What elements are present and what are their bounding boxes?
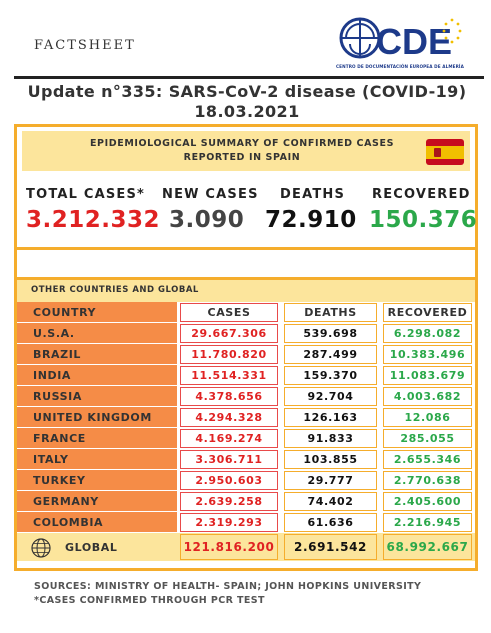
spain-stats: TOTAL CASES* NEW CASES DEATHS RECOVERED … <box>17 181 478 241</box>
recovered-value: 6.298.082 <box>383 324 472 343</box>
deaths-label: DEATHS <box>280 187 346 202</box>
cases-value: 11.780.820 <box>180 345 278 364</box>
spain-flag-icon <box>426 139 464 165</box>
other-countries-heading: OTHER COUNTRIES AND GLOBAL <box>17 280 475 302</box>
country-name: U.S.A. <box>17 323 177 344</box>
cases-value: 3.306.711 <box>180 450 278 469</box>
cases-value: 29.667.306 <box>180 324 278 343</box>
country-name: FRANCE <box>17 428 177 449</box>
deaths-value: 539.698 <box>284 324 377 343</box>
spain-summary-heading: EPIDEMIOLOGICAL SUMMARY OF CONFIRMED CAS… <box>22 131 470 171</box>
logo-subtitle: CENTRO DE DOCUMENTACIÓN EUROPEA DE ALMER… <box>336 64 464 69</box>
table-row: COLOMBIA 2.319.293 61.636 2.216.945 <box>17 512 475 533</box>
global-label: GLOBAL <box>65 540 118 554</box>
column-header-deaths: DEATHS <box>284 303 377 322</box>
recovered-value: 2.770.638 <box>383 471 472 490</box>
total-cases-value: 3.212.332 <box>26 207 160 233</box>
column-header-country: COUNTRY <box>17 302 177 323</box>
column-header-cases: CASES <box>180 303 278 322</box>
table-row: BRAZIL 11.780.820 287.499 10.383.496 <box>17 344 475 365</box>
deaths-value: 74.402 <box>284 492 377 511</box>
cde-logo-icon: CDE CENTRO DE DOCUMENTACIÓN EUROPEA DE A… <box>336 12 466 76</box>
spain-heading-line2: REPORTED IN SPAIN <box>183 152 301 163</box>
global-row: GLOBAL 121.816.200 2.691.542 68.992.667 <box>17 533 475 561</box>
spain-heading-line1: EPIDEMIOLOGICAL SUMMARY OF CONFIRMED CAS… <box>89 138 395 149</box>
cases-value: 4.169.274 <box>180 429 278 448</box>
country-name: UNITED KINGDOM <box>17 407 177 428</box>
table-row: GERMANY 2.639.258 74.402 2.405.600 <box>17 491 475 512</box>
cases-value: 4.294.328 <box>180 408 278 427</box>
country-name: TURKEY <box>17 470 177 491</box>
deaths-value: 126.163 <box>284 408 377 427</box>
recovered-value: 2.655.346 <box>383 450 472 469</box>
summary-frame: EPIDEMIOLOGICAL SUMMARY OF CONFIRMED CAS… <box>14 124 478 571</box>
other-countries-heading-text: OTHER COUNTRIES AND GLOBAL <box>31 285 199 295</box>
recovered-value: 11.083.679 <box>383 366 472 385</box>
table-row: U.S.A. 29.667.306 539.698 6.298.082 <box>17 323 475 344</box>
deaths-value: 91.833 <box>284 429 377 448</box>
section-divider <box>17 277 475 280</box>
recovered-value: 2.216.945 <box>383 513 472 532</box>
table-row: UNITED KINGDOM 4.294.328 126.163 12.086 <box>17 407 475 428</box>
recovered-value: 150.376 <box>369 207 478 233</box>
deaths-value: 103.855 <box>284 450 377 469</box>
footer: SOURCES: MINISTRY OF HEALTH- SPAIN; JOHN… <box>34 580 421 608</box>
recovered-value: 10.383.496 <box>383 345 472 364</box>
table-header-row: COUNTRY CASES DEATHS RECOVERED <box>17 302 475 323</box>
page-title: Update n°335: SARS-CoV-2 disease (COVID-… <box>27 82 467 121</box>
country-name: GERMANY <box>17 491 177 512</box>
new-cases-value: 3.090 <box>169 207 245 233</box>
deaths-value: 29.777 <box>284 471 377 490</box>
sources-note: SOURCES: MINISTRY OF HEALTH- SPAIN; JOHN… <box>34 581 422 592</box>
recovered-label: RECOVERED <box>372 187 471 202</box>
deaths-value: 72.910 <box>265 207 357 233</box>
header-rule <box>14 76 484 79</box>
column-header-recovered: RECOVERED <box>383 303 472 322</box>
deaths-value: 159.370 <box>284 366 377 385</box>
global-recovered-value: 68.992.667 <box>383 534 472 560</box>
table-row: TURKEY 2.950.603 29.777 2.770.638 <box>17 470 475 491</box>
recovered-value: 4.003.682 <box>383 387 472 406</box>
table-row: INDIA 11.514.331 159.370 11.083.679 <box>17 365 475 386</box>
global-deaths-value: 2.691.542 <box>284 534 377 560</box>
table-row: RUSSIA 4.378.656 92.704 4.003.682 <box>17 386 475 407</box>
recovered-value: 12.086 <box>383 408 472 427</box>
countries-table: COUNTRY CASES DEATHS RECOVERED U.S.A. 29… <box>17 302 475 561</box>
pcr-note: *CASES CONFIRMED THROUGH PCR TEST <box>34 595 265 606</box>
cases-value: 11.514.331 <box>180 366 278 385</box>
deaths-value: 287.499 <box>284 345 377 364</box>
deaths-value: 61.636 <box>284 513 377 532</box>
cases-value: 2.319.293 <box>180 513 278 532</box>
country-name: RUSSIA <box>17 386 177 407</box>
country-name: ITALY <box>17 449 177 470</box>
global-cases-value: 121.816.200 <box>180 534 278 560</box>
cases-value: 4.378.656 <box>180 387 278 406</box>
recovered-value: 2.405.600 <box>383 492 472 511</box>
section-divider <box>17 247 475 250</box>
country-name: BRAZIL <box>17 344 177 365</box>
deaths-value: 92.704 <box>284 387 377 406</box>
new-cases-label: NEW CASES <box>162 187 259 202</box>
cases-value: 2.639.258 <box>180 492 278 511</box>
logo-wordmark: CDE <box>376 21 452 62</box>
country-name: COLOMBIA <box>17 512 177 533</box>
globe-icon <box>31 538 51 558</box>
recovered-value: 285.055 <box>383 429 472 448</box>
factsheet-label: FACTSHEET <box>34 38 136 53</box>
country-name: INDIA <box>17 365 177 386</box>
total-cases-label: TOTAL CASES* <box>26 187 146 202</box>
cases-value: 2.950.603 <box>180 471 278 490</box>
table-row: ITALY 3.306.711 103.855 2.655.346 <box>17 449 475 470</box>
table-row: FRANCE 4.169.274 91.833 285.055 <box>17 428 475 449</box>
